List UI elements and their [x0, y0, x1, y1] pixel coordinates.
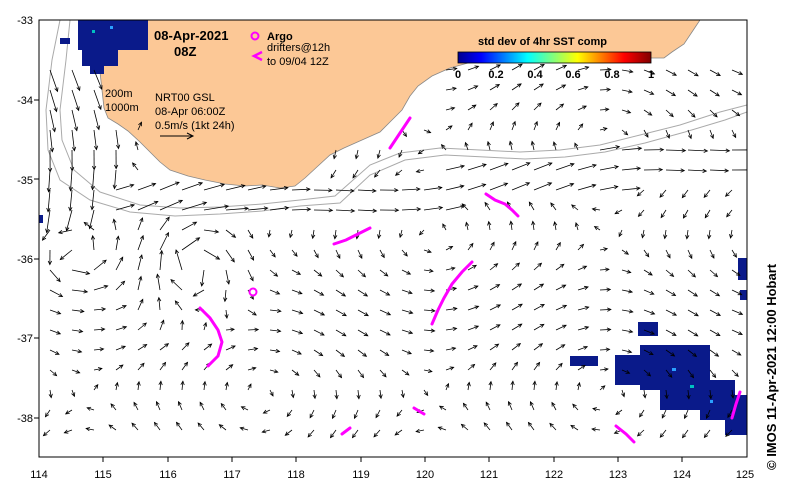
y-axis-ticks: -33 -34 -35 -36 -37 -38	[17, 15, 33, 425]
y-axis-tickmarks	[34, 100, 39, 418]
drifter-legend-label: drifters@12h	[267, 42, 330, 54]
colorbar-tick: 0	[455, 69, 461, 81]
x-tick-label: 117	[223, 469, 241, 481]
x-tick-label: 119	[352, 469, 370, 481]
colorbar-tick: 0.4	[527, 69, 543, 81]
product-analysis-time: 08-Apr 06:00Z	[155, 106, 226, 118]
colorbar-title: std dev of 4hr SST comp	[478, 36, 607, 48]
x-tick-label: 121	[480, 469, 498, 481]
x-tick-label: 124	[673, 469, 691, 481]
map-time: 08Z	[174, 44, 196, 59]
colorbar-tick: 1	[648, 69, 654, 81]
y-tick-label: -35	[17, 175, 33, 187]
x-tick-label: 114	[30, 469, 48, 481]
map-date: 08-Apr-2021	[154, 28, 228, 43]
y-tick-label: -34	[17, 95, 33, 107]
x-tick-label: 116	[159, 469, 177, 481]
x-axis-ticks: 114 115 116 117 118 119 120 121 122 123 …	[30, 469, 754, 481]
credit-label: © IMOS 11-Apr-2021 12:00 Hobart	[764, 263, 779, 470]
x-tick-label: 125	[736, 469, 754, 481]
drifter-legend-period: to 09/04 12Z	[267, 56, 329, 68]
y-tick-label: -38	[17, 413, 33, 425]
product-name: NRT00 GSL	[155, 92, 215, 104]
x-tick-label: 122	[545, 469, 563, 481]
isobath-label-1000: 1000m	[105, 102, 139, 114]
x-tick-label: 123	[609, 469, 627, 481]
current-vector-head	[748, 148, 752, 151]
x-axis-tickmarks	[103, 457, 682, 462]
y-tick-label: -37	[17, 333, 33, 345]
colorbar-tick: 0.8	[604, 69, 619, 81]
colorbar	[458, 52, 651, 63]
x-tick-label: 118	[287, 469, 305, 481]
colorbar-tick: 0.2	[488, 69, 503, 81]
x-tick-label: 115	[94, 469, 112, 481]
isobath-label-200: 200m	[105, 88, 133, 100]
y-tick-label: -36	[17, 254, 33, 266]
sst-data-patch-west	[39, 215, 43, 223]
x-tick-label: 120	[416, 469, 434, 481]
vector-scale-label: 0.5m/s (1kt 24h)	[155, 120, 234, 132]
y-tick-label: -33	[17, 15, 33, 27]
colorbar-tick: 0.6	[565, 69, 580, 81]
